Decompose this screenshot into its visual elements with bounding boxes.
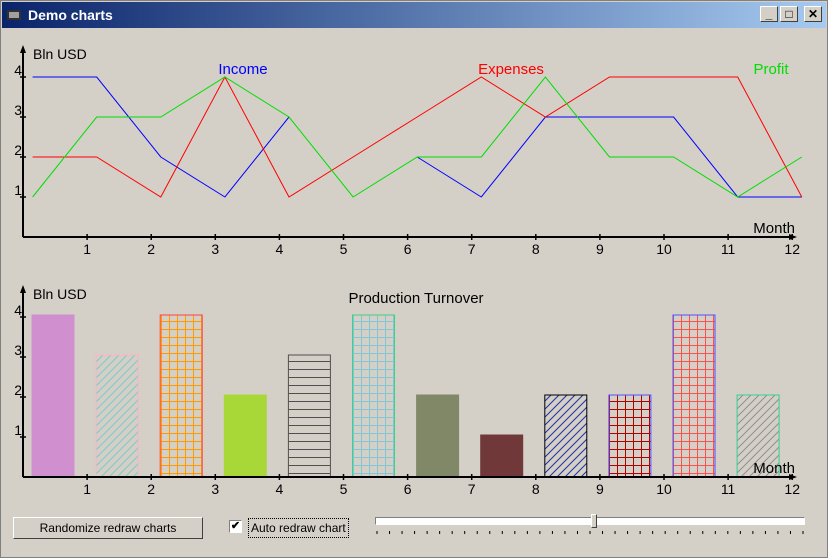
series-line-profit (32, 76, 803, 198)
bar-month-1 (31, 314, 75, 478)
app-icon (7, 10, 21, 20)
bar-month-5 (287, 354, 331, 478)
bar-y-tick-label: 2 (14, 382, 22, 398)
auto-redraw-checkbox[interactable]: ✔ (229, 520, 242, 533)
bar-y-tick-label: 3 (14, 342, 22, 358)
bar-month-7 (416, 394, 460, 478)
auto-redraw-label[interactable]: Auto redraw chart (248, 518, 349, 538)
line-x-tick-label: 2 (147, 241, 155, 257)
legend-expenses: Expenses (478, 61, 544, 78)
bar-x-tick-label: 12 (784, 481, 800, 497)
slider-thumb[interactable] (591, 514, 598, 528)
randomize-redraw-button[interactable]: Randomize redraw charts (13, 517, 203, 539)
line-y-tick-label: 1 (14, 182, 22, 198)
line-y-tick-label: 2 (14, 142, 22, 158)
bar-month-9 (544, 394, 588, 478)
line-y-tick-label: 3 (14, 102, 22, 118)
bar-x-tick-label: 5 (340, 481, 348, 497)
line-x-tick-label: 6 (404, 241, 412, 257)
line-x-tick-label: 12 (784, 241, 800, 257)
slider-track[interactable] (375, 517, 805, 525)
bar-month-8 (480, 434, 524, 478)
line-x-tick-label: 5 (340, 241, 348, 257)
bar-x-tick-label: 1 (83, 481, 91, 497)
line-x-tick-label: 3 (211, 241, 219, 257)
bar-month-11 (672, 314, 716, 478)
bar-x-tick-label: 11 (721, 481, 736, 497)
bar-month-10 (608, 394, 652, 478)
line-y-label: Bln USD (33, 46, 87, 62)
line-x-tick-label: 1 (83, 241, 91, 257)
bar-y-label: Bln USD (33, 286, 87, 302)
legend-profit: Profit (753, 61, 789, 78)
bar-month-12 (736, 394, 780, 478)
line-x-tick-label: 10 (656, 241, 672, 257)
line-x-tick-label: 9 (596, 241, 604, 257)
bar-month-2 (95, 354, 139, 478)
bar-month-3 (159, 314, 203, 478)
slider-ticks (376, 531, 804, 534)
bar-x-tick-label: 2 (147, 481, 155, 497)
bar-x-label: Month (753, 460, 795, 477)
bar-x-tick-label: 8 (532, 481, 540, 497)
bar-y-tick-label: 1 (14, 422, 22, 438)
redraw-slider[interactable] (373, 511, 809, 541)
minimize-button[interactable]: _ (760, 6, 778, 22)
line-y-arrow (20, 45, 26, 53)
bar-x-tick-label: 9 (596, 481, 604, 497)
legend-income: Income (218, 61, 267, 78)
title-bar[interactable]: Demo charts _ □ ✕ (2, 2, 826, 28)
line-x-arrow (789, 234, 797, 240)
bar-month-4 (223, 394, 267, 478)
window-title: Demo charts (28, 7, 113, 23)
bar-x-tick-label: 10 (656, 481, 672, 497)
line-y-tick-label: 4 (14, 62, 22, 78)
bar-x-tick-label: 7 (468, 481, 476, 497)
bar-x-arrow (789, 474, 797, 480)
bar-title: Production Turnover (348, 290, 483, 307)
line-x-tick-label: 8 (532, 241, 540, 257)
bar-x-tick-label: 4 (276, 481, 284, 497)
line-x-tick-label: 11 (721, 241, 736, 257)
bar-y-arrow (20, 285, 26, 293)
line-x-tick-label: 4 (276, 241, 284, 257)
bar-x-tick-label: 3 (211, 481, 219, 497)
bar-month-6 (352, 314, 395, 478)
bar-x-tick-label: 6 (404, 481, 412, 497)
line-x-label: Month (753, 220, 795, 237)
bar-y-tick-label: 4 (14, 302, 22, 318)
line-x-tick-label: 7 (468, 241, 476, 257)
close-button[interactable]: ✕ (804, 6, 822, 22)
maximize-button[interactable]: □ (780, 6, 798, 22)
series-line-expenses (32, 75, 803, 198)
